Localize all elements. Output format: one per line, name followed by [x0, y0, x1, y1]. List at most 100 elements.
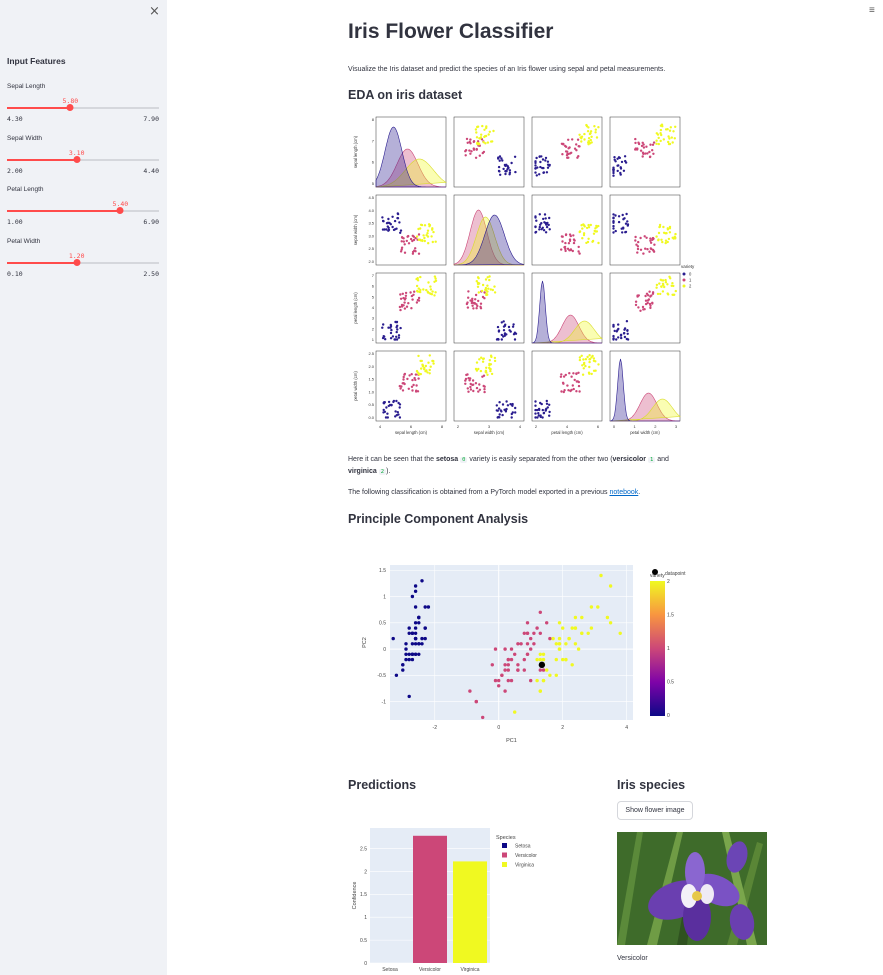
pairplot-point: [619, 334, 623, 337]
pairplot-point: [420, 367, 423, 370]
pairplot-point: [407, 387, 410, 390]
pca-point: [557, 621, 562, 625]
pairplot-point: [486, 290, 489, 293]
pairplot-point: [468, 149, 471, 152]
pairplot-point: [657, 231, 661, 235]
pred-legend-label[interactable]: Versicolor: [515, 853, 537, 859]
pairplot-xtick: 3: [488, 424, 491, 429]
pairplot-ytick: 8: [372, 117, 375, 122]
pca-point: [404, 642, 408, 646]
pred-legend-label[interactable]: Virginica: [515, 863, 534, 869]
pred-legend-label[interactable]: Setosa: [515, 844, 531, 850]
slider-track[interactable]: [7, 155, 159, 163]
slider-track[interactable]: [7, 104, 159, 111]
pairplot-point: [546, 160, 550, 163]
pairplot-point: [486, 293, 489, 296]
pairplot-point: [466, 387, 469, 390]
pca-point: [474, 699, 478, 704]
pairplot-point: [646, 299, 650, 302]
pairplot-point: [481, 151, 484, 155]
kde-curve: [375, 148, 447, 188]
pairplot-point: [481, 124, 484, 128]
iris-species-heading: Iris species: [617, 778, 686, 792]
pairplot-point: [564, 249, 567, 253]
slider-petal-width[interactable]: Petal Width 1.20 0.10 2.50: [7, 238, 159, 282]
pairplot-point: [620, 336, 623, 340]
pairplot-point: [597, 126, 600, 129]
pairplot-chart: 8 7 6 5 sepal length (cm) 4.5 4.0 3.5 3.0 2.5 2.0 s…: [353, 116, 695, 435]
pairplot-cell: [531, 350, 603, 422]
pairplot-point: [469, 388, 473, 391]
pca-point: [599, 573, 603, 578]
pairplot-point: [403, 373, 406, 376]
hamburger-menu-icon[interactable]: ≡: [869, 5, 875, 16]
pairplot-point: [587, 226, 591, 229]
pairplot-point: [413, 290, 416, 293]
pca-point: [605, 615, 610, 620]
pairplot-cell: [609, 194, 681, 266]
slider-track[interactable]: [7, 207, 159, 214]
pairplot-point: [472, 383, 475, 386]
pca-point: [529, 647, 533, 651]
pca-point: [570, 663, 574, 667]
pairplot-point: [577, 245, 580, 249]
pairplot-point: [498, 416, 501, 419]
pairplot-point: [594, 128, 597, 131]
slider-thumb[interactable]: [73, 258, 81, 266]
pca-point: [423, 626, 427, 630]
slider-petal-length[interactable]: Petal Length 5.40 1.00 6.90: [7, 186, 159, 230]
pairplot-point: [634, 300, 638, 303]
pairplot-point: [570, 151, 573, 154]
pairplot-point: [483, 128, 486, 131]
pairplot-point: [581, 364, 584, 367]
pred-bar[interactable]: [453, 861, 487, 963]
slider-sepal-width[interactable]: Sepal Width 3.10 2.00 4.40: [7, 135, 159, 179]
pairplot-point: [381, 228, 385, 231]
slider-thumb[interactable]: [116, 207, 124, 214]
show-flower-image-button[interactable]: Show flower image: [617, 801, 693, 820]
flower-caption: Versicolor: [617, 955, 648, 962]
pairplot-point: [488, 130, 491, 133]
pca-point: [576, 647, 581, 651]
predictions-bar-chart[interactable]: 0 0.5 1 1.5 2 2.5 Setosa Versicolor Virginica Con…: [348, 820, 548, 975]
close-sidebar-icon[interactable]: ×: [149, 4, 160, 19]
pred-bar[interactable]: [413, 835, 447, 963]
iris-flower-image: [617, 832, 767, 945]
pairplot-point: [393, 219, 397, 223]
pairplot-point: [465, 137, 469, 141]
pairplot-point: [671, 236, 674, 239]
pairplot-point: [671, 282, 674, 285]
pairplot-point: [484, 288, 487, 292]
pred-ylabel: Confidence: [352, 882, 358, 910]
pairplot-point: [410, 385, 414, 388]
pairplot-point: [625, 337, 628, 341]
pairplot-point: [666, 283, 669, 286]
pca-scatter-chart[interactable]: -2 0 2 4 1.5 1 0.5 0 -0.5 -1 PC1 PC2 2 1.5 1 0.5 0 variet…: [348, 545, 708, 750]
pairplot-point: [510, 161, 513, 165]
pairplot-point: [614, 229, 617, 233]
pairplot-point: [534, 167, 537, 170]
pairplot-point: [581, 227, 584, 230]
pairplot-point: [652, 237, 655, 240]
slider-track[interactable]: [7, 258, 159, 266]
pca-point: [586, 631, 590, 635]
notebook-link[interactable]: notebook: [609, 489, 639, 496]
pairplot-point: [648, 290, 651, 293]
slider-sepal-length[interactable]: Sepal Length 5.80 4.30 7.90: [7, 83, 159, 127]
pairplot-xtick: 3: [675, 424, 678, 429]
slider-thumb[interactable]: [66, 104, 74, 111]
slider-max: 4.40: [143, 166, 159, 175]
pairplot-point: [578, 358, 582, 362]
pairplot-point: [538, 228, 541, 231]
pca-point: [420, 642, 424, 646]
pairplot-point: [636, 294, 639, 297]
pairplot-point: [580, 137, 583, 140]
pca-legend-label[interactable]: datapoint: [665, 571, 686, 577]
pairplot-ytick: 6: [372, 160, 375, 165]
slider-thumb[interactable]: [73, 155, 81, 163]
virginica-label: virginica: [348, 468, 377, 475]
eda-text-part: ).: [386, 468, 391, 475]
pca-point: [410, 594, 415, 599]
pairplot-point: [391, 225, 394, 229]
pairplot-point: [655, 235, 658, 238]
